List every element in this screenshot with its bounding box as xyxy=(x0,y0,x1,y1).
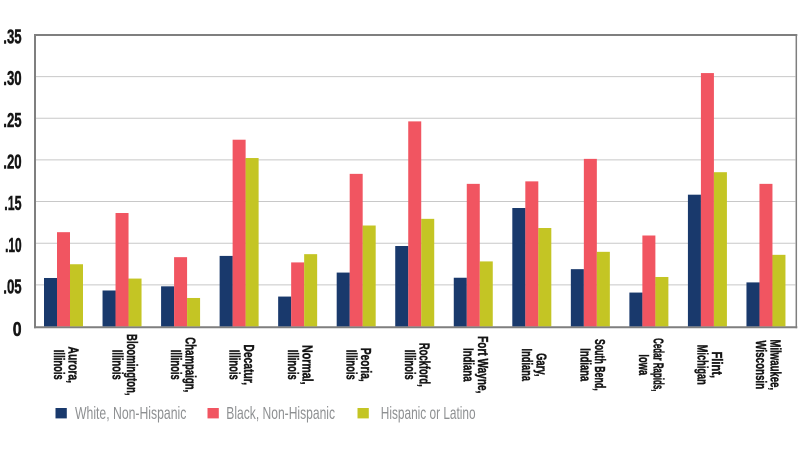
svg-text:Rockford,Illinois: Rockford,Illinois xyxy=(401,343,432,387)
svg-text:.05: .05 xyxy=(3,277,21,299)
svg-text:.25: .25 xyxy=(3,110,21,132)
svg-text:.30: .30 xyxy=(3,68,21,90)
svg-text:Hispanic or Latino: Hispanic or Latino xyxy=(381,403,476,423)
svg-text:Peoria,Illinois: Peoria,Illinois xyxy=(343,348,374,382)
svg-text:.35: .35 xyxy=(3,27,21,49)
svg-text:.20: .20 xyxy=(3,152,21,174)
svg-text:.15: .15 xyxy=(4,193,21,215)
svg-text:South Bend,Indiana: South Bend,Indiana xyxy=(577,339,608,391)
svg-text:Milwaukee,Wisconsin: Milwaukee,Wisconsin xyxy=(752,339,783,390)
svg-text:Decatur,Illinois: Decatur,Illinois xyxy=(225,345,256,386)
svg-text:.10: .10 xyxy=(5,235,22,257)
svg-text:Black, Non-Hispanic: Black, Non-Hispanic xyxy=(226,403,335,423)
svg-text:Fort Wayne,Indiana: Fort Wayne,Indiana xyxy=(460,336,491,393)
svg-text:White, Non-Hispanic: White, Non-Hispanic xyxy=(75,403,186,423)
svg-text:Champaign,Illinois: Champaign,Illinois xyxy=(167,337,198,392)
svg-text:Cedar Rapids,Iowa: Cedar Rapids,Iowa xyxy=(635,338,666,391)
svg-text:Bloomington,Illinois: Bloomington,Illinois xyxy=(108,334,139,396)
svg-text:Gary,Indiana: Gary,Indiana xyxy=(518,349,549,382)
svg-text:0: 0 xyxy=(13,319,22,341)
svg-text:Aurora,Illinois: Aurora,Illinois xyxy=(50,347,81,384)
svg-text:Normal,Illinois: Normal,Illinois xyxy=(284,345,315,385)
svg-text:Flint,Michigan: Flint,Michigan xyxy=(694,345,725,385)
